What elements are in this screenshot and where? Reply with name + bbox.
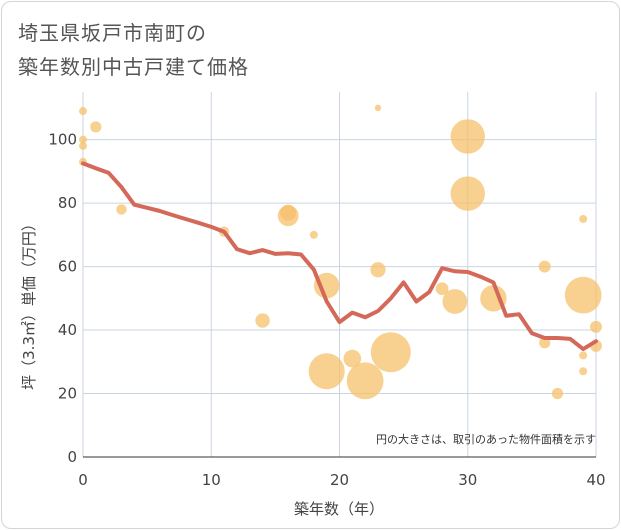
average-price-line [81,161,598,352]
bubble-point [590,320,602,333]
chart-title-line1: 埼玉県坂戸市南町の [18,21,207,45]
bubble-point [579,367,588,376]
bubble-point [579,351,588,360]
bubble-point [442,289,468,314]
bubble-point [79,135,87,144]
tick-layer: 0 10 20 30 40 0 20 40 60 80 100 [48,131,605,489]
bubble-point [343,349,362,368]
bubble-point [370,262,386,278]
x-tick-label: 10 [202,471,221,489]
bubble-point [435,282,449,296]
average-line-layer [81,161,598,352]
bubble-point [313,272,340,299]
chart-title: 埼玉県坂戸市南町の 築年数別中古戸建て価格 [18,16,249,84]
y-tick-label: 0 [67,448,77,466]
bubble-point [564,276,602,314]
bubble-point [277,205,299,227]
bubble-point [346,362,384,400]
bubble-point [450,176,485,211]
chart-title-line2: 築年数別中古戸建て価格 [18,55,249,79]
x-tick-label: 0 [78,471,88,489]
bubble-point [374,104,382,112]
bubble-size-note: 円の大きさは、取引のあった物件面積を示す [376,432,596,446]
x-axis-label: 築年数（年） [294,500,384,518]
bubble-point [551,387,564,400]
x-tick-label: 20 [330,471,349,489]
grid [82,92,597,458]
bubble-point [79,141,87,150]
bubble-point [90,121,102,133]
bubble-point [370,332,411,373]
y-tick-label: 60 [58,258,77,276]
x-tick-label: 40 [586,471,605,489]
x-tick-label: 30 [458,471,477,489]
y-tick-label: 20 [58,385,77,403]
bubble-layer [79,104,602,400]
bubble-point [579,214,588,223]
bubble-point [116,204,127,215]
bubble-point [538,260,551,273]
y-tick-label: 100 [48,131,77,149]
bubble-point [79,107,87,116]
y-tick-label: 40 [58,321,77,339]
bubble-point [308,353,345,390]
bubble-point [450,119,485,154]
y-tick-label: 80 [58,194,77,212]
bubble-point [255,313,270,328]
y-axis-label: 坪（3.3㎡）単価（万円） [20,216,38,390]
bubble-point [309,230,318,239]
